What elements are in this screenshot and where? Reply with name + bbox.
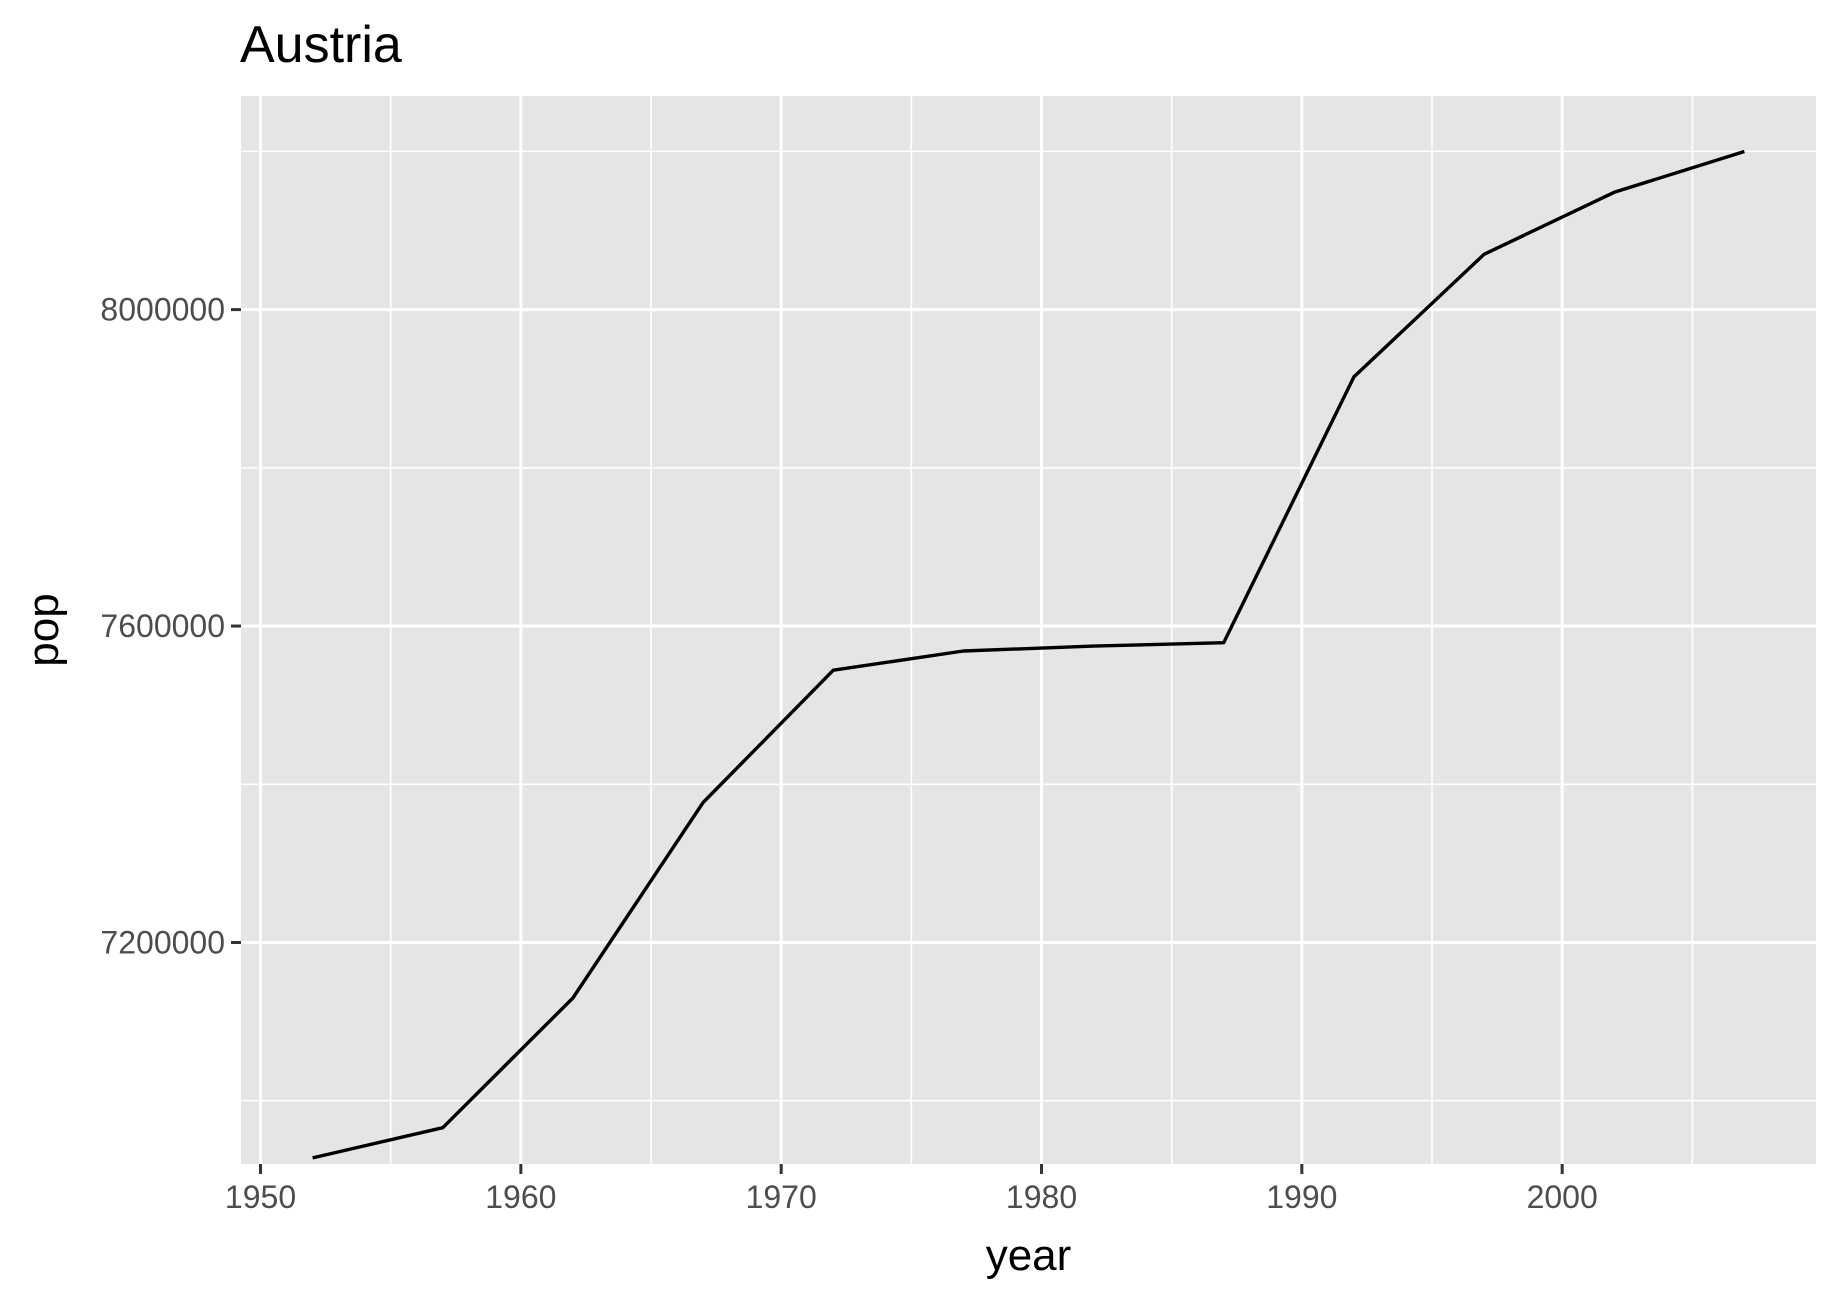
y-tick-label: 7200000: [100, 924, 225, 960]
chart-title: Austria: [240, 16, 402, 74]
minor-gridlines: [241, 96, 1816, 1164]
x-tick-label: 1970: [746, 1179, 817, 1215]
plot-panel: [241, 96, 1816, 1164]
x-axis: 1950 1960 1970 1980 1990 2000: [225, 1164, 1598, 1215]
x-tick-label: 1960: [485, 1179, 556, 1215]
x-tick-label: 1980: [1006, 1179, 1077, 1215]
y-axis-title: pop: [19, 593, 68, 666]
series-line: [312, 149, 1745, 1160]
y-axis: 7200000 7600000 8000000: [100, 292, 241, 960]
x-tick-label: 1990: [1266, 1179, 1337, 1215]
x-tick-label: 2000: [1527, 1179, 1598, 1215]
x-tick-label: 1950: [225, 1179, 296, 1215]
major-gridlines: [241, 96, 1816, 1164]
x-axis-title: year: [986, 1231, 1072, 1280]
y-tick-label: 7600000: [100, 608, 225, 644]
y-tick-label: 8000000: [100, 292, 225, 328]
